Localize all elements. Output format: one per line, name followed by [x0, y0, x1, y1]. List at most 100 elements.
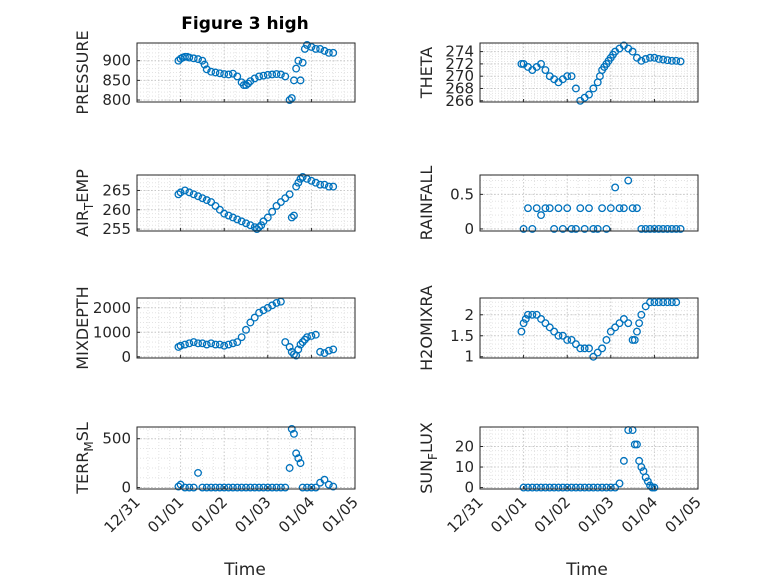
- data-point: [202, 483, 211, 492]
- y-axis-label: MIXDEPTH: [73, 286, 92, 369]
- data-point: [611, 183, 620, 192]
- data-point: [571, 224, 580, 233]
- data-point: [532, 310, 541, 319]
- data-point: [215, 483, 224, 492]
- data-point: [554, 204, 563, 213]
- data-point: [276, 70, 285, 79]
- data-point: [220, 70, 229, 79]
- data-point: [580, 344, 589, 353]
- y-axis-label: TERRMSL: [73, 422, 96, 495]
- data-point: [537, 483, 545, 492]
- x-tick-label: 01/04: [275, 493, 318, 536]
- data-point: [550, 224, 559, 233]
- data-point: [567, 224, 576, 233]
- data-point: [255, 308, 264, 317]
- data-point: [307, 483, 316, 492]
- data-point: [606, 204, 615, 213]
- data-point: [181, 186, 189, 195]
- data-point: [194, 192, 202, 201]
- data-point: [189, 54, 198, 63]
- y-axis-label: AIRTEMP: [73, 169, 96, 237]
- data-point: [237, 483, 246, 492]
- data-point: [272, 70, 281, 79]
- y-tick-label: 255: [102, 220, 131, 238]
- data-point: [228, 213, 237, 222]
- y-tick-label: 850: [102, 71, 131, 89]
- data-point: [316, 44, 325, 53]
- axes-box: [479, 42, 699, 103]
- data-point: [220, 483, 229, 492]
- data-point: [233, 483, 242, 492]
- data-point: [207, 483, 216, 492]
- data-point: [303, 41, 311, 49]
- y-tick-label: 1000: [93, 323, 131, 341]
- data-point: [276, 198, 285, 206]
- data-point: [519, 319, 528, 328]
- subplot-8: 0 10 20 12/31 01/01 01/02 01/03 01/04 01/05 SUNFL…: [417, 422, 705, 536]
- data-point: [294, 454, 303, 463]
- data-point: [585, 344, 593, 353]
- data-point: [185, 483, 194, 492]
- data-point: [316, 180, 325, 189]
- data-point: [198, 194, 207, 203]
- data-point: [255, 483, 264, 492]
- data-point: [615, 319, 624, 328]
- data-point: [198, 56, 207, 65]
- data-point: [224, 340, 233, 349]
- y-axis-label-part: SUN: [417, 460, 436, 494]
- axes-box: [479, 426, 699, 490]
- data-point: [259, 306, 268, 315]
- data-point: [272, 483, 281, 492]
- data-point: [259, 71, 268, 80]
- data-point: [654, 55, 663, 63]
- data-point: [287, 94, 296, 103]
- data-point: [246, 483, 255, 492]
- data-point: [576, 204, 585, 213]
- data-point: [307, 42, 316, 51]
- data-point: [554, 483, 563, 492]
- axes-box: [479, 174, 699, 232]
- data-point: [633, 204, 641, 213]
- data-point: [242, 81, 250, 90]
- subplot-7: 0 500 12/31 01/01 01/02 01/03 01/04 01/05 TERRMS…: [73, 422, 362, 536]
- data-point: [311, 44, 320, 53]
- data-point: [558, 331, 567, 340]
- data-point: [300, 335, 309, 344]
- data-point: [633, 440, 641, 449]
- data-point: [228, 339, 237, 348]
- data-point: [672, 298, 681, 307]
- data-point: [563, 72, 572, 81]
- data-point: [641, 55, 650, 63]
- data-point: [298, 58, 307, 67]
- y-tick-label: 0.5: [450, 185, 474, 203]
- data-point: [255, 223, 264, 232]
- data-point: [242, 483, 250, 492]
- data-point: [285, 464, 294, 472]
- data-point: [281, 483, 290, 492]
- data-point: [329, 182, 338, 191]
- data-point: [580, 224, 589, 233]
- data-point: [303, 483, 311, 492]
- data-point: [646, 224, 654, 233]
- data-point: [580, 483, 589, 492]
- y-tick-label: 2: [464, 306, 474, 324]
- data-point: [602, 336, 611, 344]
- data-point: [611, 323, 620, 332]
- data-point: [176, 341, 185, 350]
- y-tick-label: 2000: [93, 299, 131, 317]
- y-axis-label: SUNFLUX: [417, 422, 440, 494]
- data-point: [296, 459, 305, 468]
- data-point: [637, 56, 646, 65]
- data-point: [281, 194, 290, 203]
- data-point: [298, 172, 307, 181]
- y-tick-label: 0: [121, 348, 131, 366]
- data-point: [207, 339, 216, 348]
- data-point: [633, 327, 641, 336]
- data-point: [298, 338, 307, 347]
- data-point: [628, 47, 637, 56]
- data-point: [637, 310, 646, 319]
- data-point: [537, 315, 545, 323]
- data-point: [519, 483, 528, 492]
